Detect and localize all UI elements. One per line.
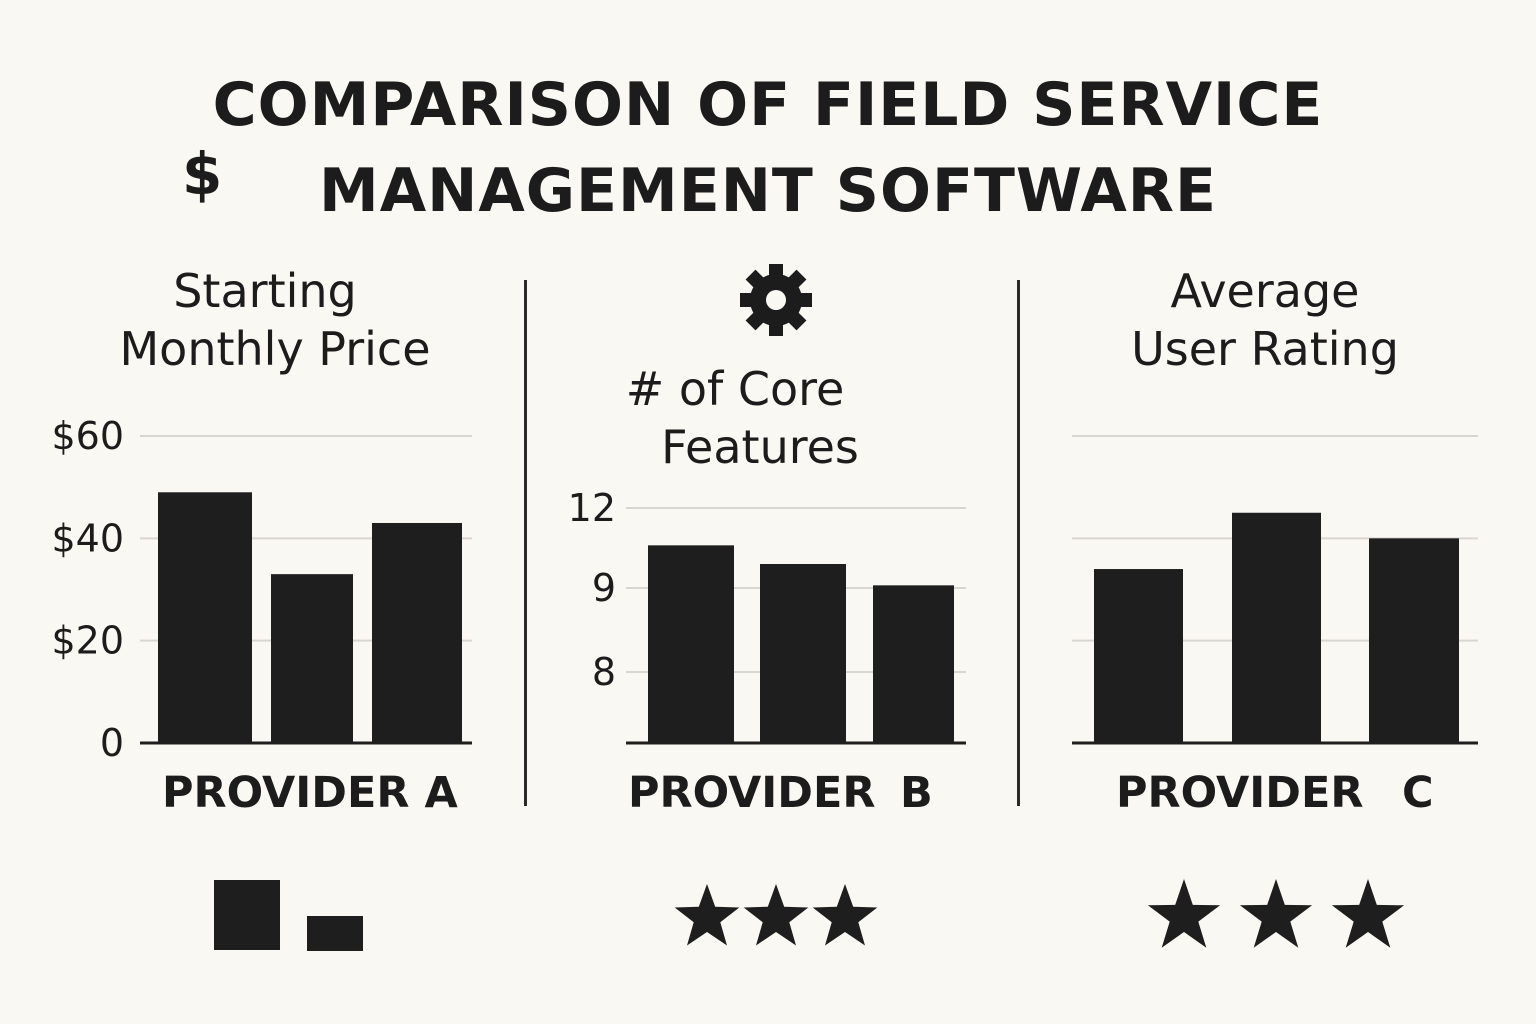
title-line-1: COMPARISON OF FIELD SERVICE xyxy=(212,70,1324,140)
star-icon xyxy=(743,884,809,946)
price-bar xyxy=(158,492,252,743)
features-tick-label: 8 xyxy=(592,650,616,694)
price-bar xyxy=(271,574,353,743)
features-chart: 8 9 12 xyxy=(568,486,966,745)
features-xlabel-1: PROVIDER xyxy=(628,768,876,818)
price-tick-label: $60 xyxy=(51,414,124,458)
square-blocks-icon xyxy=(214,880,364,952)
rating-chart xyxy=(1072,435,1478,745)
rating-title-line-1: Average xyxy=(1170,264,1360,318)
rating-xlabel-1: PROVIDER xyxy=(1116,768,1364,818)
features-xlabel-2: B xyxy=(900,768,933,818)
divider-left xyxy=(524,280,527,806)
rating-title-line-2: User Rating xyxy=(1131,322,1399,376)
price-title-line-2: Monthly Price xyxy=(119,322,431,376)
star-icon xyxy=(1239,879,1313,948)
small-square-icon xyxy=(307,916,363,951)
rating-bar xyxy=(1232,512,1321,743)
features-bar xyxy=(760,564,846,743)
price-tick-label: 0 xyxy=(100,721,124,760)
rating-stars xyxy=(1147,879,1405,948)
rating-bar xyxy=(1094,569,1183,743)
features-stars xyxy=(674,884,878,946)
features-chart-title: # of Core Features xyxy=(540,360,980,476)
features-tick-label: 12 xyxy=(568,486,616,530)
price-bar xyxy=(372,522,462,743)
features-tick-label: 9 xyxy=(592,566,616,610)
divider-right xyxy=(1017,280,1020,806)
price-chart: 0 $20 $40 $60 xyxy=(51,414,472,760)
star-icon xyxy=(1147,879,1221,948)
price-tick-label: $20 xyxy=(51,619,124,663)
price-title-line-1: Starting xyxy=(173,264,357,318)
dollar-icon: $ xyxy=(182,140,223,208)
rating-bar xyxy=(1369,538,1459,743)
rating-xlabel-2: C xyxy=(1402,768,1434,818)
price-chart-title: Starting Monthly Price xyxy=(40,262,510,378)
features-title-line-2: Features xyxy=(661,420,859,474)
star-icon xyxy=(812,884,878,946)
features-bar xyxy=(873,585,954,743)
large-square-icon xyxy=(214,880,280,950)
star-icon xyxy=(674,884,740,946)
features-bar xyxy=(648,545,734,743)
star-icon xyxy=(1331,879,1405,948)
price-tick-label: $40 xyxy=(51,516,124,560)
rating-chart-title: Average User Rating xyxy=(1040,262,1490,378)
gear-icon xyxy=(740,264,812,336)
price-xlabel: PROVIDER A xyxy=(162,768,458,818)
title-line-2: MANAGEMENT SOFTWARE xyxy=(319,156,1217,226)
features-title-line-1: # of Core xyxy=(625,362,845,416)
